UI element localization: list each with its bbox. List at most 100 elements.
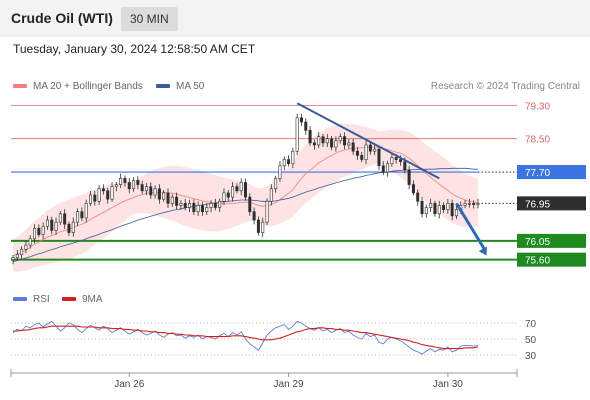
candle-body	[304, 121, 308, 131]
candle-body	[63, 213, 67, 225]
candle-body	[256, 219, 260, 233]
timeframe-badge[interactable]: 30 MIN	[121, 7, 178, 31]
candle-body	[343, 136, 347, 146]
candle-body	[101, 188, 105, 192]
level-tag-support	[517, 233, 586, 248]
candle-body	[93, 194, 97, 202]
candle-body	[140, 184, 144, 192]
legend-rsi-ma-label: 9MA	[82, 294, 103, 305]
candle-body	[454, 209, 458, 217]
candle-body	[330, 138, 334, 148]
candle-body	[33, 228, 37, 240]
candle-body	[368, 144, 372, 152]
candle-body	[162, 192, 166, 200]
candle-body	[347, 142, 351, 146]
candle-body	[334, 140, 338, 148]
x-tick-label: Jan 30	[433, 379, 463, 390]
candle-body	[153, 188, 157, 196]
level-tag-pivot	[517, 165, 586, 180]
candle-body	[20, 248, 24, 255]
candle-body	[84, 203, 88, 219]
candle-body	[119, 178, 123, 185]
level-label-support: 76.05	[525, 237, 550, 248]
candle-body	[71, 221, 75, 233]
candle-body	[364, 144, 368, 160]
candle-body	[321, 136, 325, 144]
level-label-resistance: 78.50	[525, 135, 550, 146]
rsi-swatch-icon	[13, 297, 27, 302]
candle-body	[97, 188, 101, 202]
legend-rsi: RSI	[13, 294, 50, 305]
trendline	[296, 102, 440, 180]
candle-body	[200, 205, 204, 212]
candle-body	[317, 136, 321, 146]
candle-body	[235, 186, 239, 192]
candle-body	[248, 196, 252, 212]
legend-rsi-ma: 9MA	[62, 294, 103, 305]
legend-ma50-label: MA 50	[176, 81, 205, 92]
candle-body	[446, 203, 450, 210]
candle-body	[15, 254, 19, 258]
level-label-current: 76.95	[525, 199, 550, 210]
candle-body	[54, 221, 58, 231]
candle-body	[278, 165, 282, 179]
candle-body	[166, 192, 170, 204]
candle-body	[106, 190, 110, 200]
candle-body	[196, 205, 200, 212]
candle-body	[80, 211, 84, 219]
candle-body	[287, 159, 291, 165]
candle-body	[11, 257, 15, 260]
candle-body	[450, 203, 454, 217]
candle-body	[218, 200, 222, 208]
candle-body	[67, 223, 71, 233]
candle-body	[209, 203, 213, 208]
legend-bollinger: MA 20 + Bollinger Bands	[13, 81, 143, 92]
candle-body	[429, 203, 433, 208]
copyright: Research © 2024 Trading Central	[430, 81, 580, 92]
candle-body	[398, 159, 402, 162]
timestamp: Tuesday, January 30, 2024 12:58:50 AM CE…	[13, 42, 256, 56]
candle-body	[351, 142, 355, 152]
candle-body	[45, 219, 49, 227]
rsi-line	[12, 320, 479, 355]
candle-body	[291, 150, 295, 165]
candle-body	[252, 211, 256, 221]
candle-body	[424, 207, 428, 215]
candle-body	[123, 178, 127, 183]
x-tick-label: Jan 29	[274, 379, 304, 390]
candle-body	[442, 205, 446, 210]
candle-body	[420, 200, 424, 215]
ma50-swatch-icon	[156, 84, 170, 89]
level-tag-support	[517, 252, 586, 267]
candle-body	[437, 205, 441, 215]
legend-rsi-label: RSI	[33, 294, 50, 305]
candle-body	[386, 163, 390, 173]
candle-body	[127, 182, 131, 190]
candle-body	[24, 244, 28, 250]
candle-body	[149, 186, 153, 196]
candle-body	[28, 238, 32, 246]
legend-ma50: MA 50	[156, 81, 204, 92]
level-label-resistance: 79.30	[525, 101, 550, 112]
candle-body	[274, 178, 278, 190]
candle-body	[41, 225, 45, 235]
ma20-line	[12, 146, 479, 256]
candle-body	[433, 203, 437, 215]
rsi-tick-label: 70	[525, 319, 537, 330]
rsi-tick-label: 30	[525, 351, 537, 362]
rsi-ma-swatch-icon	[62, 297, 76, 302]
candle-body	[282, 159, 286, 167]
candle-body	[476, 203, 480, 205]
candle-body	[157, 188, 161, 200]
candle-body	[403, 161, 407, 171]
candle-body	[231, 186, 235, 198]
candle-body	[377, 148, 381, 167]
candle-body	[132, 180, 136, 190]
candle-body	[76, 211, 80, 223]
candle-body	[170, 196, 174, 204]
candle-body	[394, 157, 398, 160]
rsi-tick-label: 50	[525, 335, 537, 346]
level-label-support: 75.60	[525, 256, 550, 267]
candle-body	[183, 203, 187, 208]
